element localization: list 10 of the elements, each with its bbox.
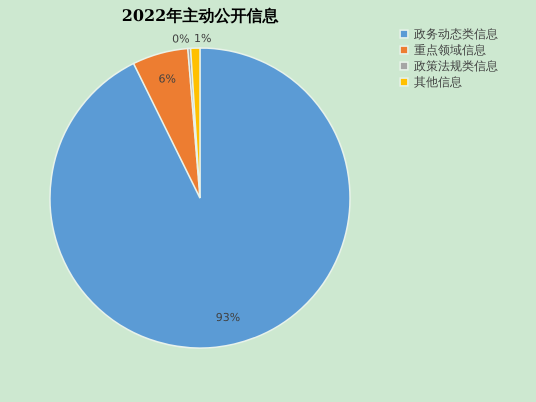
- data-label: 93%: [216, 310, 240, 324]
- legend-label: 其他信息: [414, 75, 462, 89]
- chart-title: 2022年主动公开信息: [122, 6, 280, 25]
- pie-slice: [49, 47, 351, 349]
- legend-label: 政策法规类信息: [414, 59, 498, 73]
- legend-label: 政务动态类信息: [414, 27, 498, 41]
- data-label: 0%: [172, 32, 190, 46]
- data-label: 1%: [194, 32, 212, 46]
- data-label: 6%: [158, 72, 176, 86]
- legend-label: 重点领域信息: [414, 43, 486, 57]
